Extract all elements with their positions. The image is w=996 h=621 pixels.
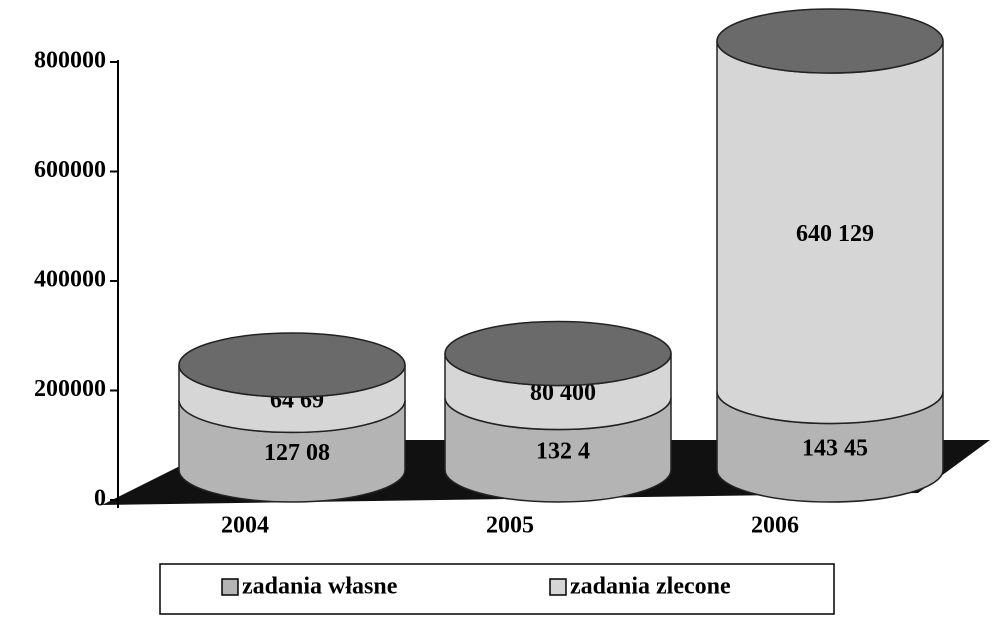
legend: [159, 563, 835, 615]
data-label: 127 08: [264, 440, 330, 466]
cylinder-top: [716, 8, 944, 74]
legend-swatch: [549, 578, 567, 596]
x-tick-label: 2006: [751, 513, 799, 539]
y-tick-label: 0: [94, 486, 106, 512]
legend-label: zadania własne: [242, 574, 398, 600]
y-tick-label: 600000: [34, 157, 106, 183]
cylinder-top: [444, 320, 672, 387]
x-tick-label: 2005: [486, 513, 534, 539]
legend-label: zadania zlecone: [570, 574, 731, 600]
cylinder-top: [178, 332, 406, 398]
y-tick-label: 400000: [34, 267, 106, 293]
x-tick-label: 2004: [221, 513, 269, 539]
y-tick-label: 200000: [34, 376, 106, 402]
data-label: 132 4: [536, 438, 590, 464]
data-label: 143 45: [802, 435, 868, 461]
y-tick-label: 800000: [34, 48, 106, 74]
data-label: 640 129: [796, 221, 874, 247]
legend-swatch: [221, 578, 239, 596]
